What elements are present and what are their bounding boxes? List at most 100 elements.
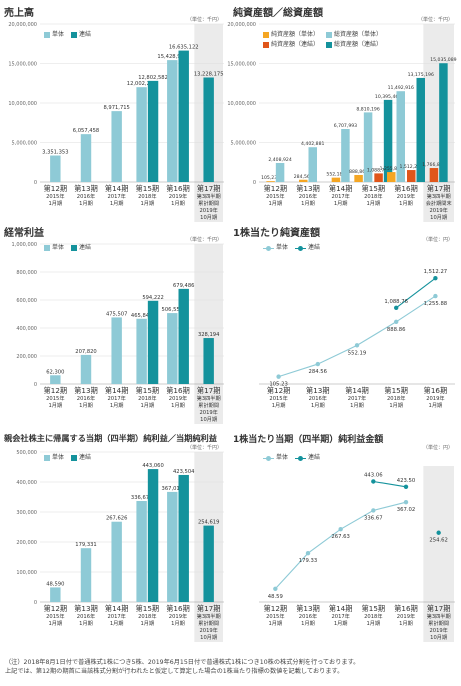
sales-chart-panel: 売上高 （単位：千円） 単体 連結 0 5,000,000 10,000,000 15… [4,4,226,222]
x-tick-sublabel: 1月期 [366,620,380,627]
x-tick-sublabel: 2019年 [169,394,187,402]
x-tick-sublabel: 1月期 [79,620,93,627]
net-income-chart-svg: 0 100,000 200,000 300,000 400,000 500,000 48,5… [16,450,224,642]
x-tick-label: 第17期 [427,604,451,613]
net-income-chart-panel: 親会社株主に帰属する当期（四半期）純利益／当期純利益 （単位：千円） 単体 連結… [4,432,226,652]
legend-swatch [325,42,332,48]
data-label: 336.67 [364,515,383,521]
bar-series-2 [429,168,439,182]
bar-single [50,375,61,384]
bar-series-1 [341,129,350,182]
data-label: 1,088.76 [384,299,408,305]
data-label: 888,861 [349,169,368,175]
x-tick-sublabel: 1月期 [110,620,124,627]
bar-series-2 [407,170,416,182]
data-label: 48.59 [268,594,283,600]
x-tick-label: 第16期 [394,184,418,193]
data-label: 254,619 [198,520,219,526]
data-label: 465,840 [131,313,152,319]
x-tick-label: 第14期 [105,604,129,613]
x-tick-sublabel: 10月期 [200,214,217,221]
x-tick-sublabel: 2019年 [397,612,415,620]
data-label: 336,671 [131,495,152,501]
bar-single [80,548,92,602]
x-tick-label: 第17期 [427,184,451,193]
y-tick-label: 500,000 [16,450,37,456]
data-label: 105.23 [269,382,288,388]
legend-single: 単体 [263,454,288,462]
data-point [338,527,343,532]
data-label: 475,507 [106,311,127,317]
x-tick-label: 第12期 [264,604,288,613]
x-tick-label: 第16期 [166,184,190,193]
x-tick-sublabel: 2015年 [46,612,64,620]
data-label: 443.06 [364,472,383,478]
data-label: 207,820 [75,349,96,355]
legend-line-consolidated [294,245,306,251]
data-label: 179,331 [75,542,96,548]
x-tick-sublabel: 2019年 [199,626,217,634]
data-label: 10,395,460 [375,94,401,100]
bar-consolidated [147,80,159,182]
x-tick-label: 第12期 [44,604,68,613]
x-tick-sublabel: 2018年 [387,394,405,402]
x-tick-label: 第15期 [384,386,408,395]
x-tick-label: 第13期 [296,604,320,613]
ordinary-income-chart-title: 経常利益 [4,228,44,239]
net-assets-chart-panel: 純資産額／総資産額 （単位：千円） 純資産額（単体） 総資産額（単体） 純資産額… [227,4,457,222]
legend-consolidated: 連結 [294,454,320,462]
bar-series-0 [354,174,363,182]
bar-consolidated [178,474,189,602]
y-tick-label: 5,000,000 [231,141,256,147]
y-tick-label: 100,000 [16,570,37,576]
net-income-chart-legend: 単体 連結 [44,454,96,464]
data-point [371,508,376,513]
legend-line-single [263,245,274,251]
x-tick-label: 第14期 [329,184,353,193]
legend-label: 純資産額（単体） [271,31,320,38]
x-tick-sublabel: 1月期 [140,200,154,207]
data-point [305,551,311,556]
x-tick-label: 第15期 [136,386,160,395]
bps-chart-title: 1株当たり純資産額 [233,228,320,239]
ordinary-income-chart-legend: 単体 連結 [44,244,96,254]
legend-consolidated: 連結 [70,244,91,252]
bar-single [111,521,122,602]
series-line-0 [278,295,436,378]
bar-single [50,155,61,182]
data-label: 1,512,268 [400,164,423,170]
x-tick-label: 第12期 [267,386,291,395]
x-tick-sublabel: 2015年 [269,394,287,402]
bar-consolidated [178,288,189,384]
x-tick-sublabel: 1月期 [140,402,154,409]
bar-single [136,318,147,384]
x-tick-sublabel: 1月期 [48,200,62,207]
legend-label: 連結 [78,454,91,461]
data-label: 267.63 [331,534,350,540]
legend-net-consolidated: 純資産額（連結） [263,41,319,49]
data-label: 552,189 [326,172,345,178]
x-tick-sublabel: 2015年 [266,192,284,200]
legend-label: 連結 [78,244,91,251]
x-tick-label: 第15期 [136,604,160,613]
ordinary-income-chart-svg: 0 200,000 400,000 600,000 800,000 1,000,000 62… [12,242,224,424]
net-income-chart-unit: （単位：千円） [186,445,222,451]
x-tick-sublabel: 2019年 [429,626,447,634]
x-tick-label: 第17期 [197,386,221,395]
legend-total-consolidated: 総資産額（連結） [325,41,382,49]
bar-single [167,491,178,602]
net-income-chart-title: 親会社株主に帰属する当期（四半期）純利益／当期純利益 [4,433,217,443]
net-assets-chart-legend: 純資産額（単体） 総資産額（単体） 純資産額（連結） 総資産額（連結） [263,31,453,51]
legend-consolidated: 連結 [70,31,91,39]
legend-consolidated: 連結 [294,244,320,252]
legend-line-consolidated [294,455,306,461]
data-label: 13,175,196 [408,72,434,78]
bar-single [136,87,147,182]
legend-label: 単体 [276,244,289,251]
y-tick-label: 400,000 [16,326,37,332]
legend-single: 単体 [263,244,288,252]
x-tick-sublabel: 第3四半期 [427,192,451,200]
footnote: （注）2018年8月1日付で普通株式1株につき5株、2019年6月15日付で普通… [5,659,360,675]
legend-swatch-single [44,455,50,461]
x-tick-sublabel: 10月期 [430,634,447,641]
